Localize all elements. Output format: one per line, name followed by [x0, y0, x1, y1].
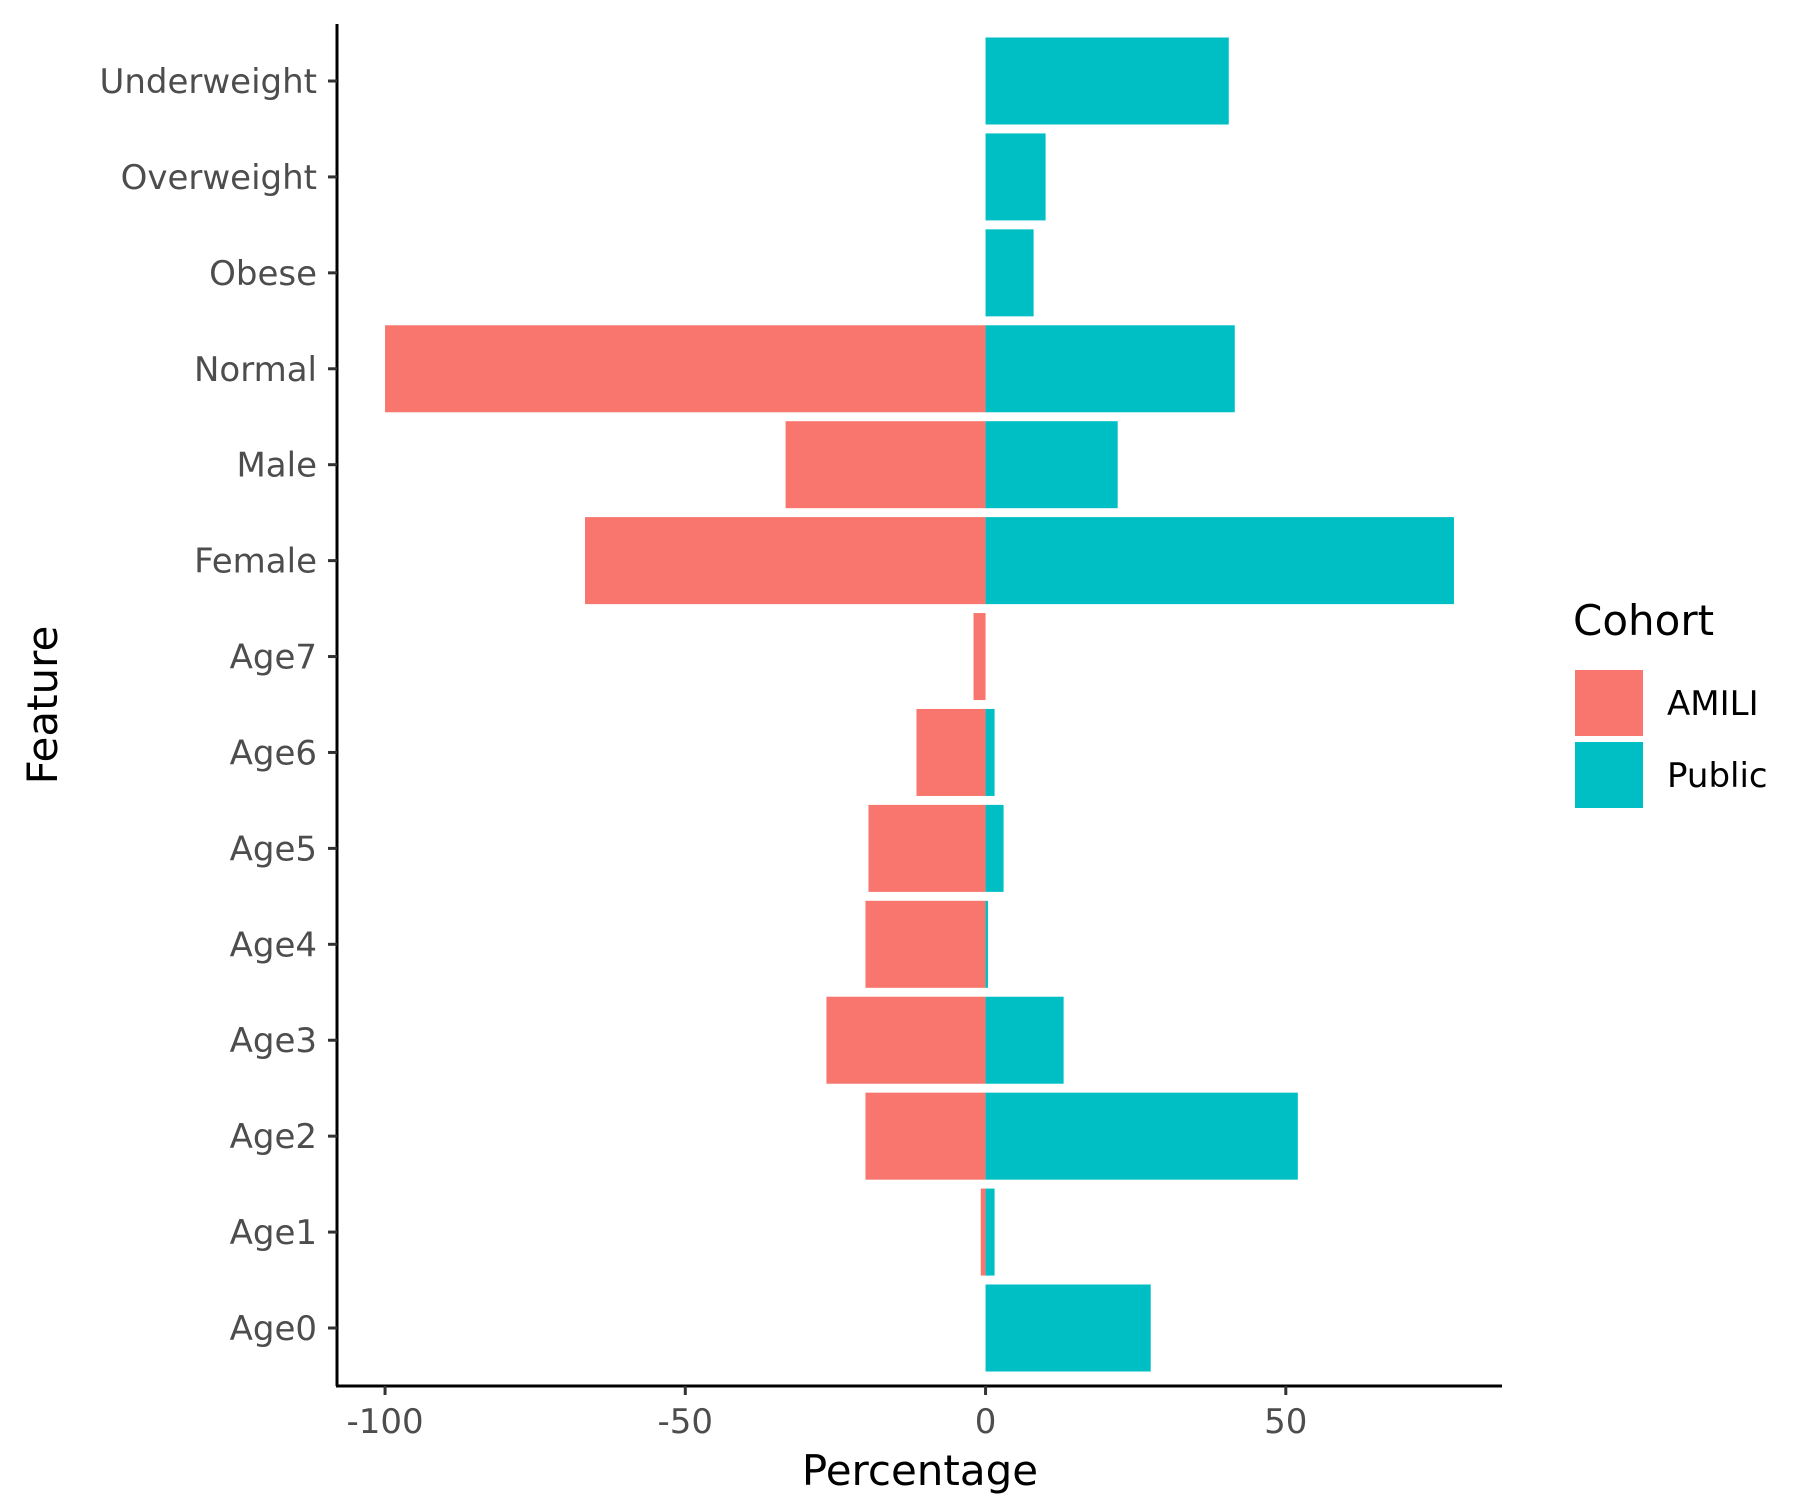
legend-key-public: [1575, 742, 1643, 808]
legend-label-amili: AMILI: [1667, 684, 1759, 724]
y-tick-label-age1: Age1: [230, 1213, 317, 1253]
y-tick-label-age2: Age2: [230, 1117, 317, 1157]
bar-public-underweight: [985, 37, 1229, 125]
bar-public-age0: [985, 1284, 1151, 1372]
y-tick-label-age3: Age3: [230, 1021, 317, 1061]
legend-label-public: Public: [1667, 756, 1768, 796]
bar-public-normal: [985, 325, 1235, 413]
y-axis-title: Feature: [18, 626, 67, 785]
bar-amili-age6: [916, 708, 986, 796]
x-tick-label-0: 0: [975, 1402, 997, 1442]
x-tick-label--100: -100: [346, 1402, 423, 1442]
bar-amili-male: [785, 421, 986, 509]
y-tick-label-age7: Age7: [230, 638, 317, 678]
bar-amili-age2: [865, 1092, 986, 1180]
x-tick-label-50: 50: [1264, 1402, 1307, 1442]
bar-amili-age3: [826, 996, 986, 1084]
bar-public-age2: [985, 1092, 1298, 1180]
bar-amili-age4: [865, 900, 986, 988]
x-axis-title: Percentage: [802, 1446, 1038, 1495]
bar-amili-normal: [385, 325, 986, 413]
bar-public-age1: [985, 1188, 995, 1276]
bar-amili-age1: [980, 1188, 986, 1276]
y-tick-label-age5: Age5: [230, 829, 317, 869]
axes-layer: [335, 24, 1502, 1388]
bar-public-obese: [985, 229, 1034, 317]
y-tick-label-male: Male: [236, 446, 317, 486]
bar-public-male: [985, 421, 1118, 509]
x-tick-label--50: -50: [658, 1402, 714, 1442]
y-ticks: Age0 Age1 Age2 Age3 Age4 Age5 Age6 Age7 Female Ma…: [99, 62, 337, 1349]
y-tick-label-age0: Age0: [230, 1309, 317, 1349]
y-tick-label-age6: Age6: [230, 733, 317, 773]
legend-key-amili: [1575, 670, 1643, 736]
y-tick-label-female: Female: [194, 542, 317, 582]
bar-public-age6: [985, 708, 995, 796]
y-tick-label-overweight: Overweight: [121, 158, 317, 198]
bar-amili-age5: [868, 804, 986, 892]
bar-public-age5: [985, 804, 1004, 892]
bar-amili-female: [585, 517, 986, 605]
y-tick-label-obese: Obese: [209, 254, 317, 294]
bars-layer: [385, 37, 1454, 1372]
x-ticks: -100 -50 0 50: [346, 1386, 1307, 1442]
y-tick-label-underweight: Underweight: [99, 62, 317, 102]
bar-public-female: [985, 517, 1454, 605]
legend: Cohort AMILI Public: [1573, 596, 1768, 808]
bar-public-age3: [985, 996, 1064, 1084]
bar-amili-age7: [973, 613, 986, 701]
bar-public-overweight: [985, 133, 1046, 221]
legend-title: Cohort: [1573, 596, 1714, 645]
y-tick-label-normal: Normal: [194, 350, 317, 390]
y-tick-label-age4: Age4: [230, 925, 317, 965]
bar-public-age4: [985, 900, 988, 988]
